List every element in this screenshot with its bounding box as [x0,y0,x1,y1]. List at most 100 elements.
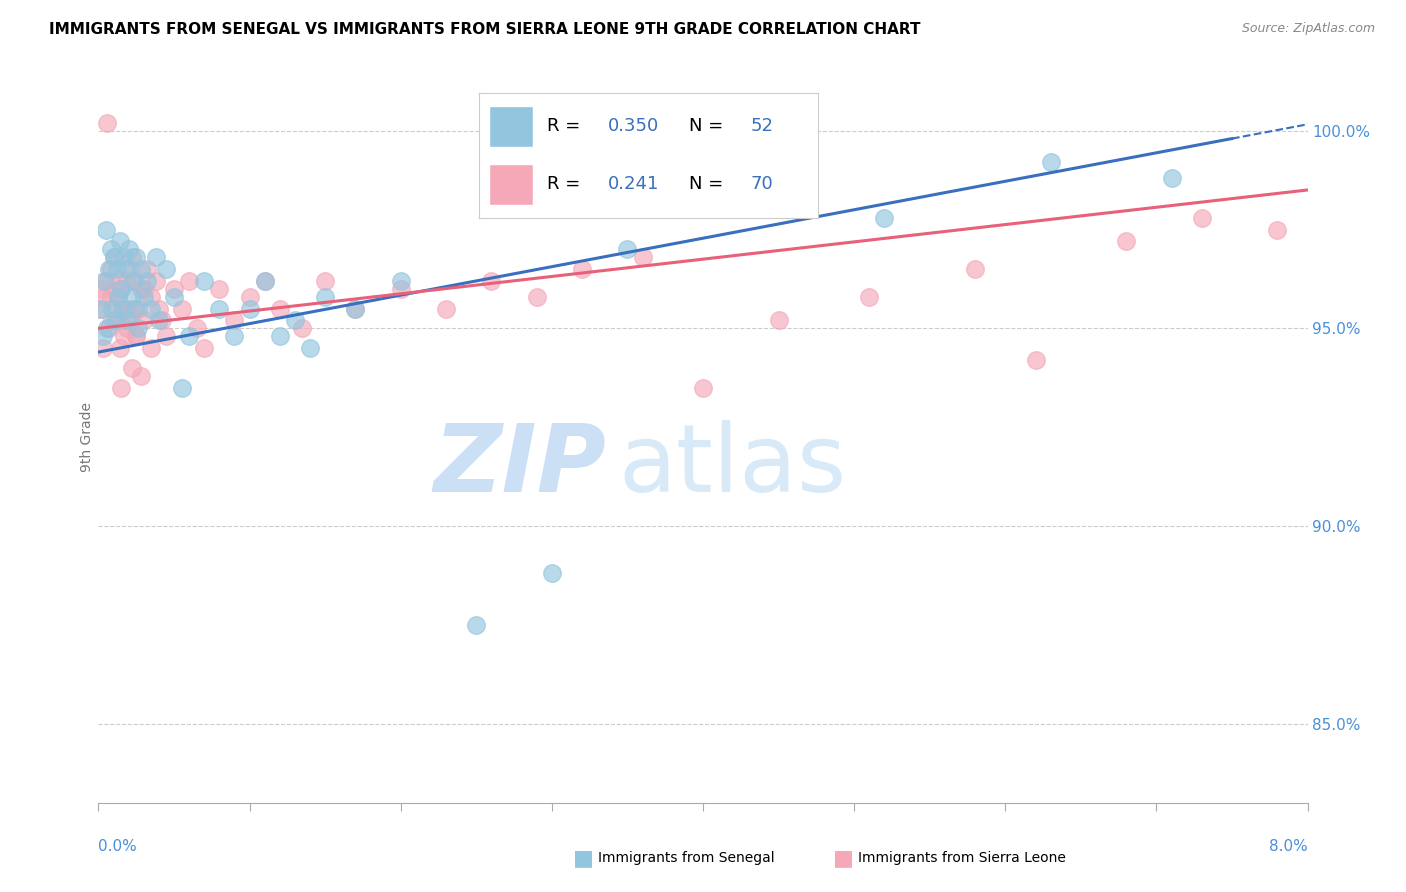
Point [101,301,124,316]
Point [125,329,148,343]
Point [1024,353,1046,368]
Point [1115,235,1137,249]
Y-axis label: 9th Grade: 9th Grade [80,402,94,472]
Point [118,242,141,256]
Point [253,274,276,288]
Point [108,341,131,355]
Point [118,262,141,277]
Text: ■: ■ [834,848,853,868]
Point [1039,155,1062,169]
Point [291,321,314,335]
Point [193,341,215,355]
Point [1160,171,1182,186]
Point [96,321,118,335]
Point [170,381,193,395]
Point [91,329,114,343]
Point [239,290,262,304]
Point [103,250,125,264]
Point [155,329,177,343]
Point [90,282,112,296]
Point [526,290,548,304]
Point [122,301,145,316]
Point [692,381,714,395]
Point [121,250,143,264]
Text: IMMIGRANTS FROM SENEGAL VS IMMIGRANTS FROM SIERRA LEONE 9TH GRADE CORRELATION CH: IMMIGRANTS FROM SENEGAL VS IMMIGRANTS FR… [49,22,921,37]
Point [145,274,167,288]
Point [284,313,307,327]
Text: Immigrants from Senegal: Immigrants from Senegal [598,851,775,865]
Point [163,282,186,296]
Point [224,313,246,327]
Point [571,262,593,277]
Point [208,282,231,296]
Point [91,341,114,355]
Point [481,274,503,288]
Point [177,274,201,288]
Point [124,274,146,288]
Point [98,321,121,335]
Point [103,250,125,264]
Point [129,262,152,277]
Point [100,262,122,277]
Point [344,301,367,316]
Point [132,282,155,296]
Point [344,301,367,316]
Point [111,301,134,316]
Point [631,250,654,264]
Point [186,321,208,335]
Point [110,282,132,296]
Point [115,321,138,335]
Point [108,235,131,249]
Point [208,301,231,316]
Point [148,313,170,327]
Point [314,290,336,304]
Point [114,274,136,288]
Point [135,274,157,288]
Point [114,301,136,316]
Point [141,341,163,355]
Point [145,250,167,264]
Point [269,329,291,343]
Point [110,381,132,395]
Point [170,301,193,316]
Point [111,301,134,316]
Text: Immigrants from Sierra Leone: Immigrants from Sierra Leone [858,851,1066,865]
Point [253,274,276,288]
Point [105,313,128,327]
Point [112,250,135,264]
Point [1191,211,1213,225]
Point [768,183,790,197]
Point [141,301,163,316]
Text: 0.0%: 0.0% [98,839,138,855]
Point [94,222,117,236]
Point [132,313,155,327]
Point [129,282,152,296]
Text: Source: ZipAtlas.com: Source: ZipAtlas.com [1241,22,1375,36]
Point [105,274,128,288]
Point [616,242,638,256]
Text: ZIP: ZIP [433,420,606,512]
Point [89,301,111,316]
Point [100,242,122,256]
Point [127,301,149,316]
Point [105,262,128,277]
Point [104,301,127,316]
Point [224,329,246,343]
Point [93,274,115,288]
Point [858,290,880,304]
Point [121,290,143,304]
Point [112,329,135,343]
Point [129,368,152,383]
Point [100,290,122,304]
Text: ■: ■ [574,848,593,868]
Point [122,274,145,288]
Point [314,274,336,288]
Point [389,282,412,296]
Point [96,116,118,130]
Point [298,341,321,355]
Point [107,290,129,304]
Point [873,211,896,225]
Point [1265,222,1288,236]
Point [124,301,146,316]
Point [434,301,457,316]
